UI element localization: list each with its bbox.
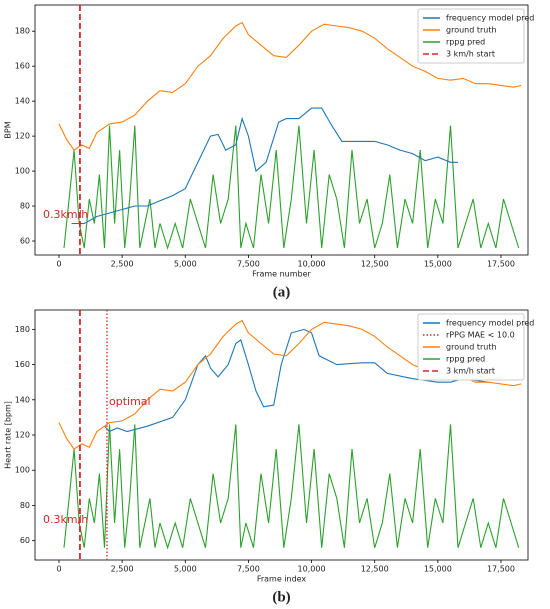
x-tick-label: 15,000 [424, 260, 452, 269]
y-tick-label: 180 [15, 325, 30, 334]
legend-label: frequency model pred [446, 319, 534, 328]
legend-label: frequency model pred [446, 14, 534, 23]
series-line [71, 107, 458, 225]
legend-box [417, 8, 525, 64]
y-tick-label: 160 [15, 360, 30, 369]
series-line [58, 21, 522, 151]
legend-label: rppg pred [446, 355, 485, 364]
y-tick-label: 80 [20, 501, 30, 510]
x-tick-label: 0 [56, 260, 61, 269]
annotation: 0.3km/h [43, 513, 88, 526]
y-tick-label: 120 [15, 132, 30, 141]
x-tick-label: 15,000 [424, 565, 452, 574]
y-tick-label: 180 [15, 27, 30, 36]
y-tick-label: 100 [15, 167, 30, 176]
x-tick-label: 12,500 [361, 565, 389, 574]
y-tick-label: 100 [15, 466, 30, 475]
y-tick-label: 140 [15, 395, 30, 404]
y-tick-label: 60 [20, 237, 30, 246]
y-tick-label: 120 [15, 431, 30, 440]
x-axis-label: Frame number [252, 270, 311, 279]
legend-label: ground truth [446, 343, 497, 352]
x-tick-label: 10,000 [298, 565, 326, 574]
legend-label: rPPG MAE < 10.0 [446, 331, 515, 340]
x-tick-label: 10,000 [298, 260, 326, 269]
x-tick-label: 2,500 [111, 260, 134, 269]
x-tick-label: 5,000 [174, 260, 197, 269]
legend-label: 3 km/h start [446, 50, 495, 59]
caption: (a) [273, 284, 291, 300]
y-tick-label: 60 [20, 536, 30, 545]
caption: (b) [272, 589, 290, 605]
y-tick-label: 80 [20, 202, 30, 211]
annotation: 0.3km/h [43, 208, 88, 221]
legend-label: rppg pred [446, 38, 485, 47]
legend-label: 3 km/h start [446, 367, 495, 376]
legend-label: ground truth [446, 26, 497, 35]
y-tick-label: 160 [15, 62, 30, 71]
legend-box [417, 313, 525, 381]
x-tick-label: 12,500 [361, 260, 389, 269]
x-tick-label: 5,000 [174, 565, 197, 574]
annotation: optimal [109, 395, 151, 408]
series-line [63, 125, 520, 250]
x-axis-label: Frame index [257, 575, 307, 584]
x-tick-label: 0 [56, 565, 61, 574]
x-tick-label: 17,500 [487, 565, 515, 574]
x-tick-label: 2,500 [111, 565, 134, 574]
y-tick-label: 140 [15, 97, 30, 106]
y-axis-label: Heart rate [bpm] [4, 401, 13, 469]
x-tick-label: 7,500 [237, 260, 260, 269]
x-tick-label: 17,500 [487, 260, 515, 269]
y-axis-label: BPM [4, 121, 13, 138]
plot-area [34, 4, 529, 256]
series-line [63, 424, 520, 550]
x-tick-label: 7,500 [237, 565, 260, 574]
series-line [104, 328, 489, 433]
